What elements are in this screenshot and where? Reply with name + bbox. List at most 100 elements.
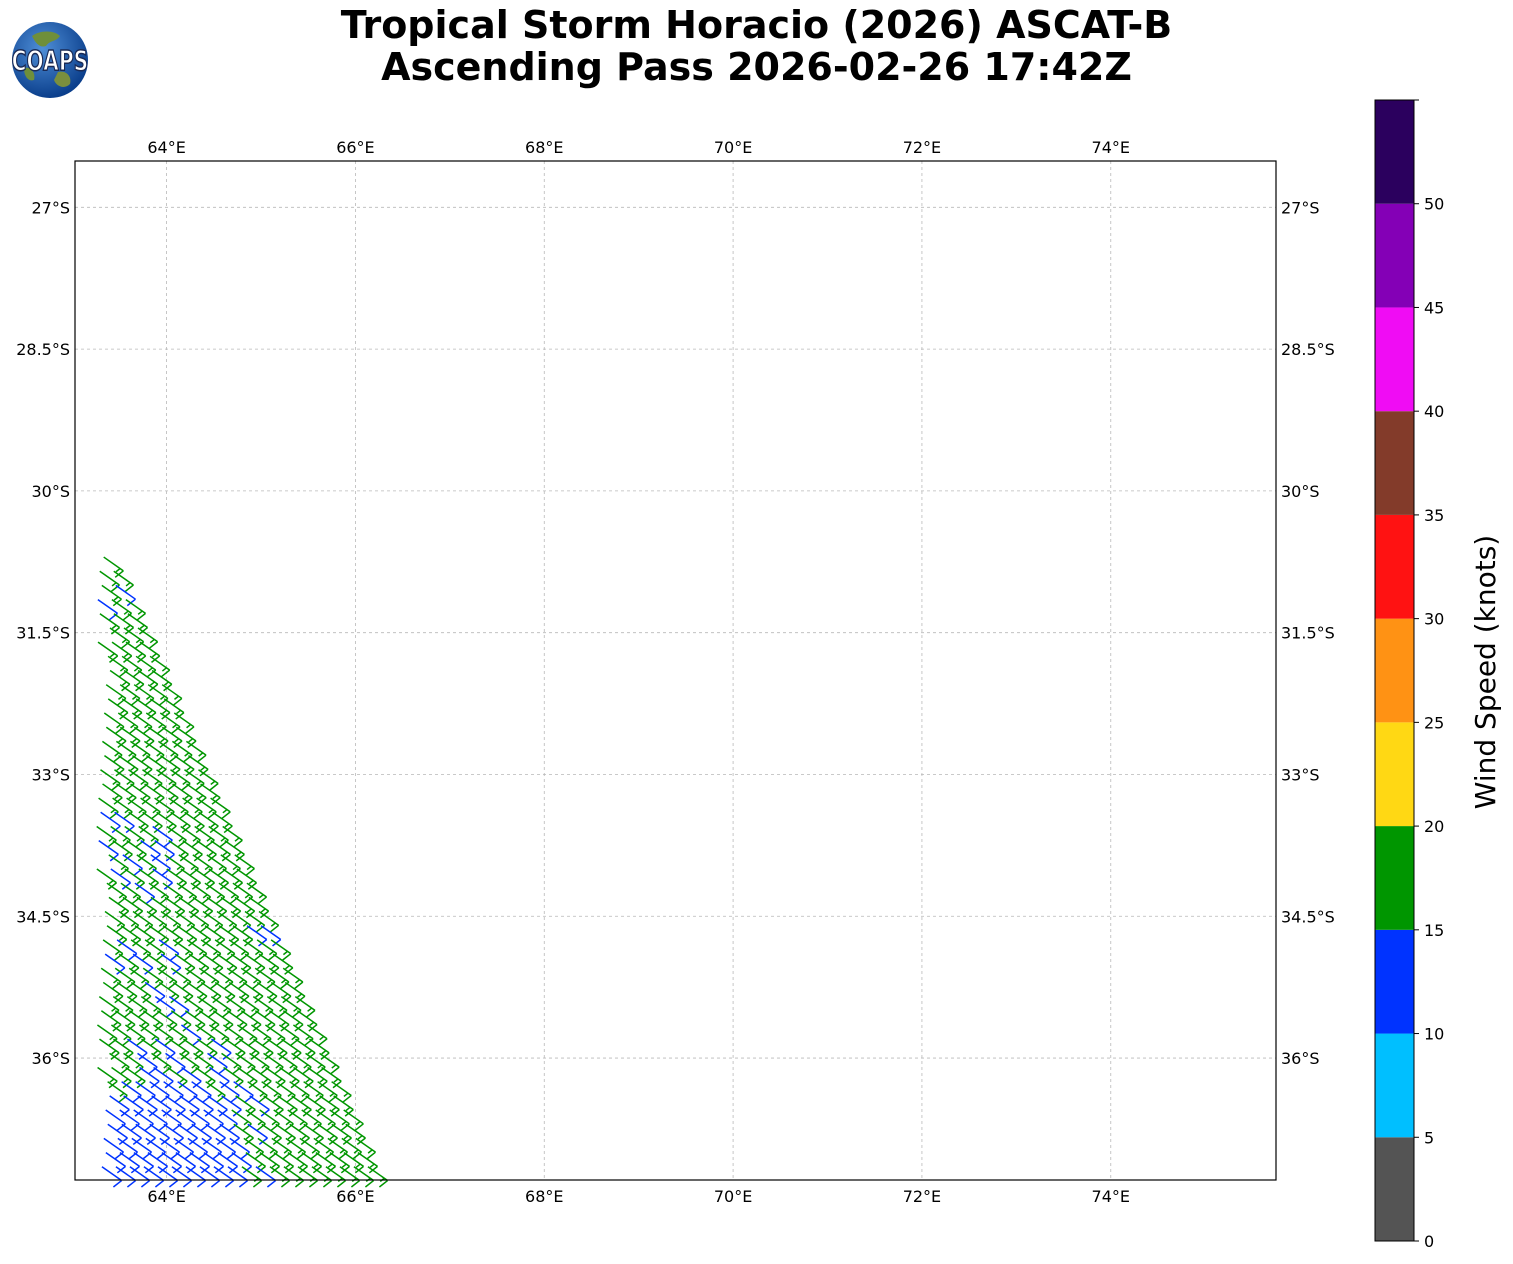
x-tick-label-bottom: 68°E: [525, 1187, 563, 1206]
wind-barb: [105, 1109, 126, 1131]
wind-barb: [221, 1095, 242, 1117]
wind-barb: [115, 584, 136, 607]
wind-barb: [133, 726, 155, 749]
wind-barb: [172, 783, 193, 805]
wind-barb: [165, 1052, 186, 1075]
wind-barb: [101, 1166, 123, 1188]
x-tick-label-bottom: 64°E: [147, 1187, 185, 1206]
wind-barb: [248, 896, 270, 919]
wind-barb: [107, 1081, 128, 1103]
wind-barb: [161, 1109, 182, 1131]
colorbar-segment: [1375, 307, 1414, 412]
wind-barb: [189, 1109, 210, 1131]
wind-barb: [210, 996, 232, 1018]
wind-barb: [110, 825, 131, 848]
wind-barb: [224, 840, 245, 862]
wind-barb: [228, 939, 250, 961]
wind-barb: [164, 896, 186, 919]
wind-barb: [133, 684, 155, 706]
y-axis-ticks: 27°S 27°S 28.5°S 28.5°S 30°S 30°S 31.5°S 31.5°S…: [16, 198, 1335, 1068]
wind-barb: [185, 1166, 207, 1188]
wind-barb: [119, 1151, 141, 1174]
wind-barb: [116, 981, 138, 1004]
wind-barb: [113, 613, 135, 635]
wind-barb: [201, 1137, 222, 1160]
wind-barb: [186, 783, 207, 805]
wind-barb: [329, 1151, 351, 1174]
y-tick-label-left: 34.5°S: [16, 907, 70, 926]
wind-barb: [142, 769, 163, 791]
wind-barb: [321, 1066, 342, 1089]
wind-barb: [147, 726, 169, 749]
wind-barb: [197, 1038, 218, 1060]
wind-barb: [188, 754, 209, 777]
wind-barb: [193, 1052, 214, 1075]
wind-barb: [247, 1123, 268, 1146]
wind-barb: [193, 1095, 214, 1117]
colorbar-tick-label: 15: [1424, 921, 1444, 940]
wind-barb: [111, 641, 133, 663]
wind-barb: [198, 769, 219, 791]
wind-barb: [313, 1137, 334, 1160]
wind-barb: [109, 627, 131, 649]
wind-barb: [180, 825, 201, 848]
wind-barb: [177, 1081, 198, 1103]
wind-barb: [133, 1151, 155, 1174]
wind-barb: [163, 698, 185, 720]
wind-barb: [258, 910, 280, 933]
wind-barb: [245, 1109, 266, 1131]
wind-barb: [105, 684, 127, 706]
wind-barb: [195, 1066, 216, 1089]
wind-barb: [99, 570, 120, 593]
wind-barb: [171, 1166, 193, 1188]
wind-barb: [105, 1151, 127, 1174]
wind-barb: [98, 840, 119, 862]
wind-barb: [125, 1066, 146, 1089]
wind-barb: [287, 1151, 309, 1174]
wind-barb: [221, 1052, 242, 1075]
wind-barb: [301, 1151, 323, 1174]
wind-barb: [132, 910, 154, 933]
wind-barb: [222, 868, 243, 890]
wind-barb: [103, 1137, 124, 1160]
wind-barb: [315, 1109, 336, 1131]
plot-frame: [74, 160, 1277, 1181]
wind-barb: [142, 811, 163, 834]
wind-barb: [327, 1137, 348, 1160]
wind-barb: [280, 996, 302, 1018]
wind-barb: [182, 840, 203, 862]
wind-barb: [208, 868, 229, 890]
colorbar-tick-label: 10: [1424, 1025, 1444, 1044]
wind-barb: [236, 868, 257, 890]
wind-barb: [104, 910, 126, 933]
colorbar-segment: [1375, 1137, 1414, 1241]
wind-barb: [126, 840, 147, 862]
wind-barb: [126, 996, 148, 1018]
wind-barb: [158, 939, 180, 961]
wind-barb: [123, 669, 145, 692]
wind-barb: [292, 1024, 314, 1046]
wind-barb: [169, 1038, 190, 1060]
wind-barb: [140, 996, 162, 1018]
colorbar-segment: [1375, 100, 1414, 204]
wind-barb: [317, 1123, 338, 1146]
wind-barb: [256, 939, 278, 961]
wind-barb: [225, 1038, 246, 1060]
colorbar-segment: [1375, 826, 1414, 930]
wind-barb: [100, 811, 121, 834]
wind-barb: [146, 910, 168, 933]
wind-barb: [130, 783, 151, 805]
wind-barb: [119, 726, 141, 749]
wind-barb: [188, 910, 210, 933]
wind-barb: [145, 1137, 166, 1160]
wind-barb: [238, 996, 260, 1018]
wind-barb: [132, 754, 153, 777]
wind-barb: [103, 712, 125, 734]
wind-barb: [104, 754, 125, 777]
wind-barb: [151, 669, 173, 692]
logo-text: COAPS: [12, 45, 89, 77]
wind-barb: [102, 981, 124, 1004]
wind-barb: [154, 840, 175, 862]
wind-barb: [301, 1109, 322, 1131]
wind-barb: [217, 1151, 239, 1174]
